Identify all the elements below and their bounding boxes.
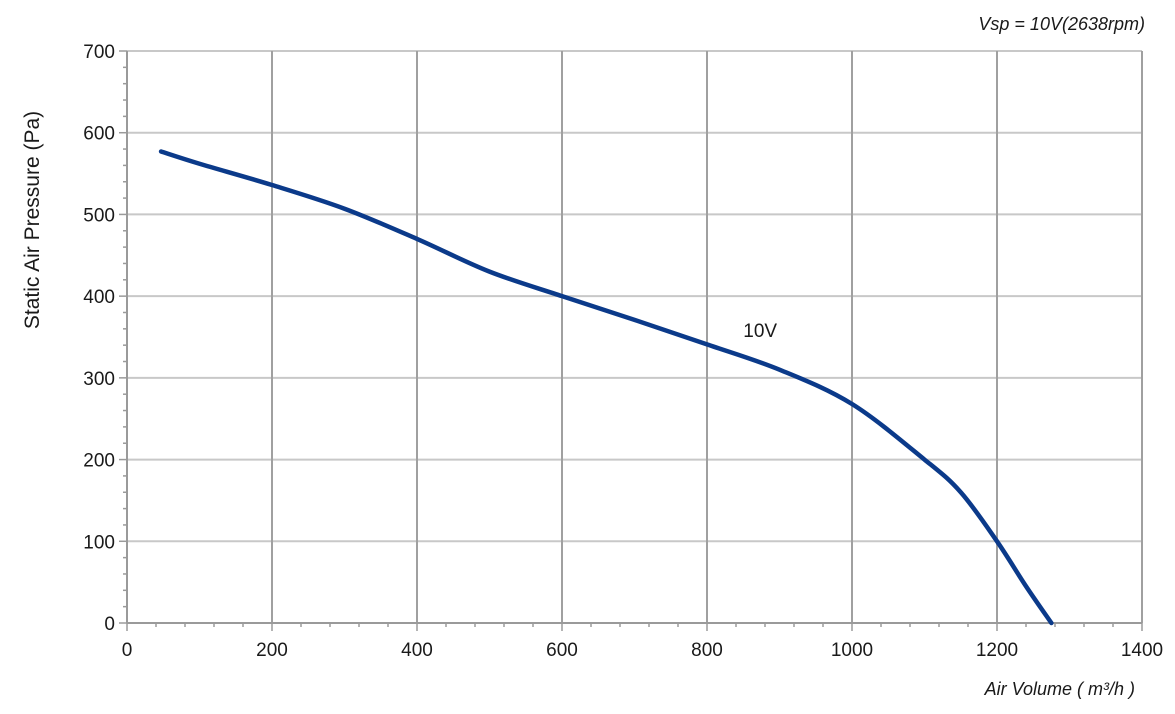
- x-tick-label-200: 200: [256, 640, 288, 661]
- x-tick-label-1400: 1400: [1121, 640, 1163, 661]
- ticks: 0 100 200 300 400 500 600 700 0 200 400 600 800 1000 1…: [83, 42, 1163, 661]
- x-tick-label-400: 400: [401, 640, 433, 661]
- x-tick-label-0: 0: [122, 640, 133, 661]
- x-tick-label-1000: 1000: [831, 640, 873, 661]
- x-axis-title: Air Volume ( m³/h ): [984, 679, 1135, 699]
- y-tick-label-500: 500: [83, 205, 115, 226]
- grid: [127, 50, 1143, 623]
- y-tick-label-400: 400: [83, 287, 115, 308]
- x-tick-label-1200: 1200: [976, 640, 1018, 661]
- y-tick-label-200: 200: [83, 451, 115, 472]
- y-tick-label-0: 0: [104, 614, 115, 635]
- y-tick-label-100: 100: [83, 532, 115, 553]
- axes: [126, 51, 1142, 624]
- series-line-0: [158, 149, 1054, 626]
- x-tick-label-800: 800: [691, 640, 723, 661]
- series-label-10v: 10V: [743, 321, 777, 342]
- y-tick-label-700: 700: [83, 42, 115, 63]
- x-tick-label-600: 600: [546, 640, 578, 661]
- y-tick-label-300: 300: [83, 369, 115, 390]
- y-tick-label-600: 600: [83, 124, 115, 145]
- chart-title: Vsp = 10V(2638rpm): [978, 14, 1145, 34]
- series: [158, 149, 1054, 626]
- y-axis-title: Static Air Pressure (Pa): [21, 111, 44, 329]
